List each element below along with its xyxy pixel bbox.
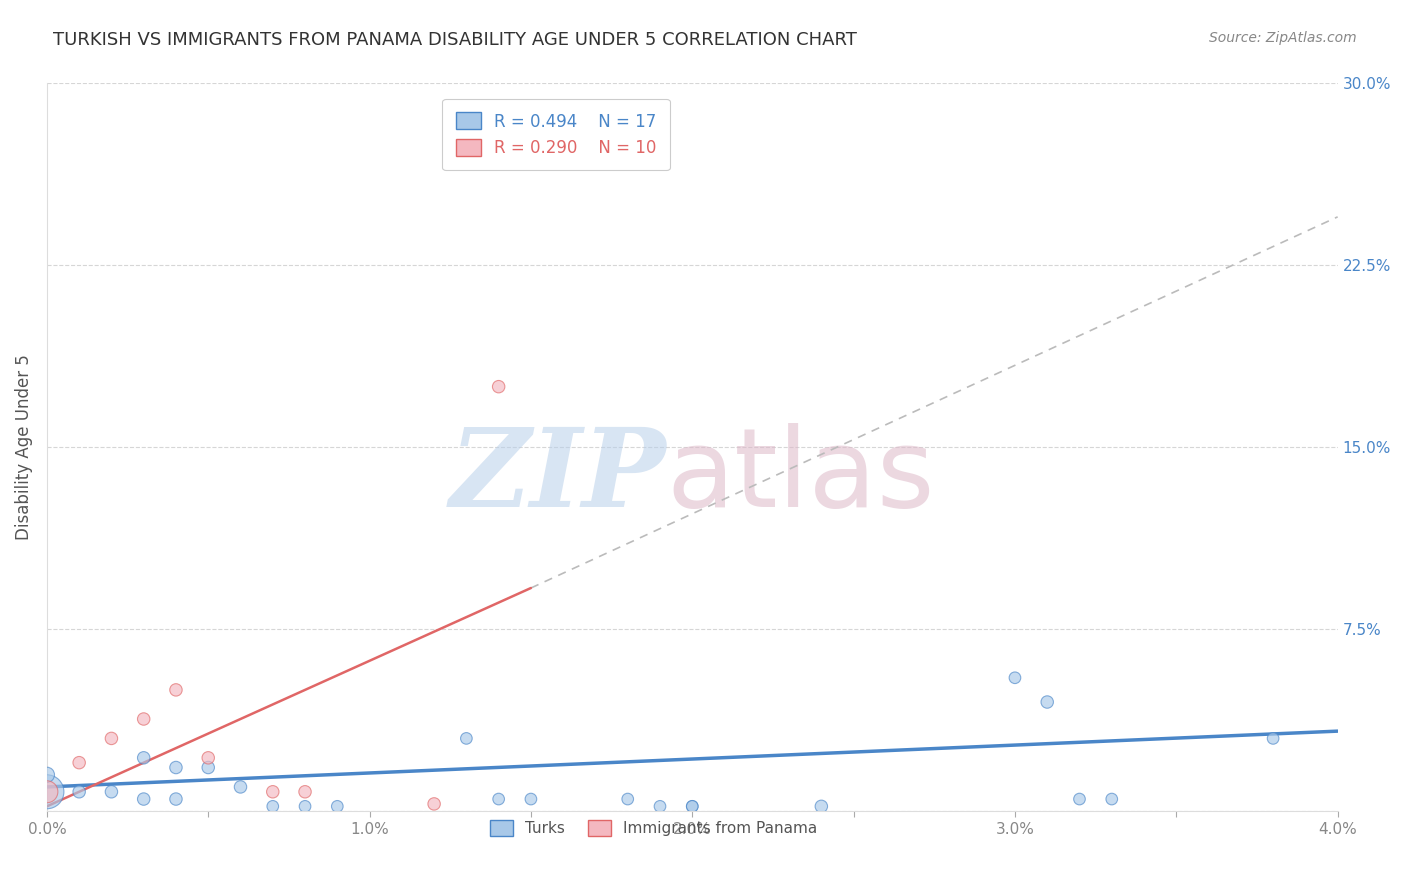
Point (1036, 695, 1059, 709)
Point (1261, 731, 1284, 746)
Text: ZIP: ZIP (450, 423, 666, 530)
Point (165, 682, 187, 697)
Point (1004, 671, 1026, 685)
Point (262, 785, 284, 799)
Point (262, 799, 284, 814)
Text: Source: ZipAtlas.com: Source: ZipAtlas.com (1209, 31, 1357, 45)
Point (520, 792, 543, 806)
Point (132, 751, 155, 765)
Y-axis label: Disability Age Under 5: Disability Age Under 5 (15, 354, 32, 541)
Point (67, 756, 90, 770)
Point (35, 785, 58, 799)
Point (488, 379, 510, 393)
Point (197, 751, 219, 765)
Point (456, 731, 478, 746)
Point (100, 731, 122, 746)
Point (229, 780, 252, 794)
Point (67, 785, 90, 799)
Point (35, 785, 58, 799)
Point (648, 799, 671, 814)
Point (294, 785, 316, 799)
Text: TURKISH VS IMMIGRANTS FROM PANAMA DISABILITY AGE UNDER 5 CORRELATION CHART: TURKISH VS IMMIGRANTS FROM PANAMA DISABI… (53, 31, 858, 49)
Point (810, 799, 832, 814)
Text: atlas: atlas (666, 423, 935, 530)
Point (132, 712, 155, 726)
Point (326, 799, 349, 814)
Point (1101, 792, 1123, 806)
Point (488, 792, 510, 806)
Point (100, 785, 122, 799)
Legend: Turks, Immigrants from Panama: Turks, Immigrants from Panama (482, 813, 825, 844)
Point (197, 760, 219, 774)
Point (423, 797, 446, 811)
Point (35, 768, 58, 782)
Point (294, 799, 316, 814)
Point (681, 799, 703, 814)
Point (1069, 792, 1091, 806)
Point (616, 792, 638, 806)
Point (681, 799, 703, 814)
Point (165, 792, 187, 806)
Point (132, 792, 155, 806)
Point (165, 760, 187, 774)
